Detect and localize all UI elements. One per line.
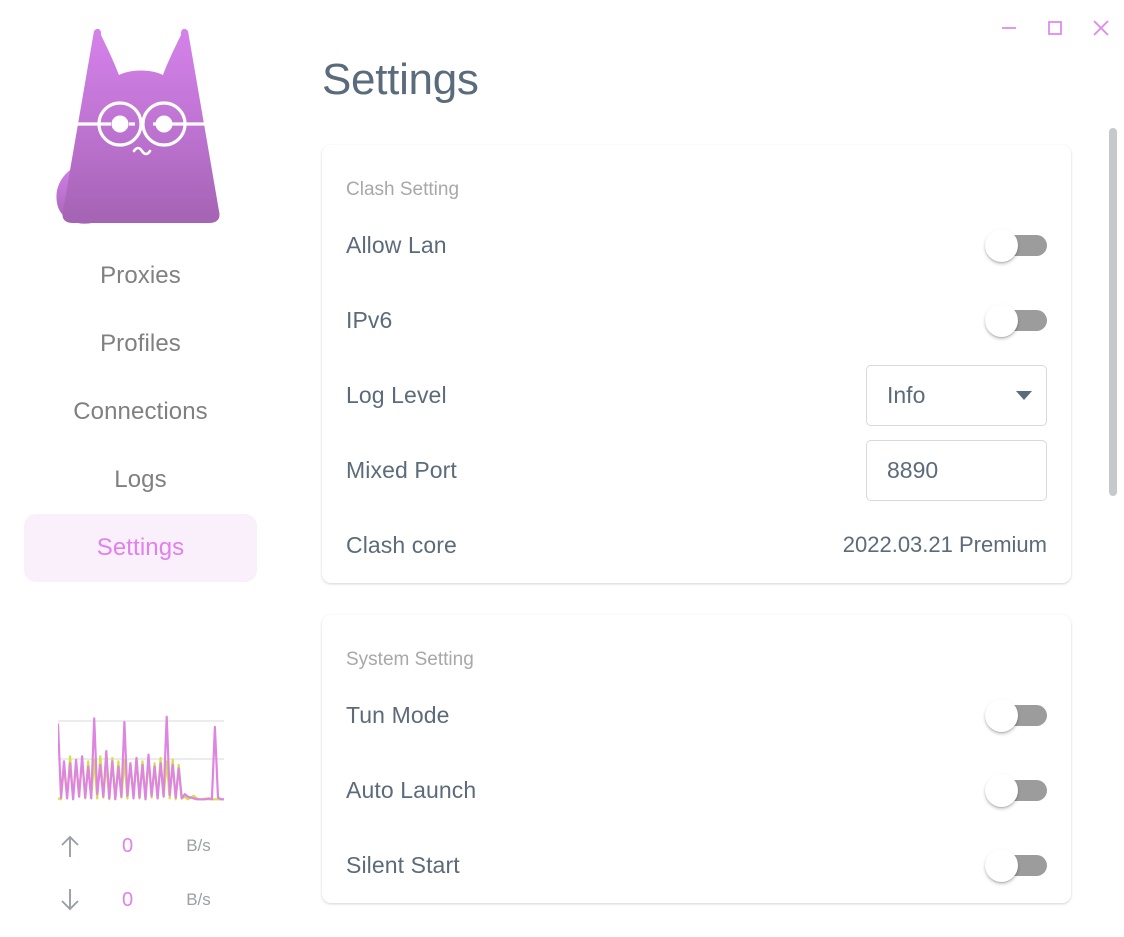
card-title: System Setting [346,648,474,670]
sidebar-item-profiles[interactable]: Profiles [24,310,257,378]
arrow-up-icon [55,833,85,859]
page-title: Settings [322,55,479,104]
traffic-panel: 0 B/s 0 B/s [0,713,281,937]
card-title: Clash Setting [346,179,460,200]
traffic-upload-row: 0 B/s [51,819,231,873]
system-setting-card: System Setting Tun Mode Auto Launch [322,614,1071,903]
app-logo [41,18,241,228]
sidebar-item-logs[interactable]: Logs [24,446,257,514]
vertical-scrollbar[interactable] [1109,120,1117,925]
clash-verge-cat-logo-icon [55,28,220,224]
sidebar-item-connections[interactable]: Connections [24,378,257,446]
setting-label: IPv6 [346,306,393,333]
sidebar-item-label: Connections [73,398,208,425]
setting-row-clash-core: Clash core 2022.03.21 Premium [346,508,1047,583]
download-speed-value: 0 [121,888,134,911]
maximize-button[interactable] [1032,5,1078,51]
setting-row-log-level: Log Level Info [346,358,1047,433]
switch-thumb [985,304,1018,338]
mixed-port-input[interactable] [866,439,1047,501]
chevron-down-icon [1016,390,1032,400]
main-content: Settings Clash Setting Allow Lan IPv6 [281,0,1124,937]
setting-row-tun-mode: Tun Mode [346,678,1047,753]
setting-label: Mixed Port [346,456,457,483]
minimize-icon [998,17,1020,39]
arrow-down-icon [55,887,85,913]
setting-row-silent-start: Silent Start [346,828,1047,903]
sidebar-item-label: Settings [96,534,185,561]
setting-row-mixed-port: Mixed Port [346,433,1047,508]
upload-speed-unit: B/s [186,836,211,855]
setting-label: Tun Mode [346,701,450,728]
setting-row-ipv6: IPv6 [346,283,1047,358]
clash-setting-card: Clash Setting Allow Lan IPv6 [322,145,1071,583]
switch-thumb [985,849,1018,883]
setting-label: Allow Lan [346,231,447,258]
sidebar-nav: Proxies Profiles Connections Logs Settin… [0,242,281,582]
switch-thumb [985,229,1018,263]
ipv6-switch[interactable] [985,301,1047,339]
scrollbar-thumb[interactable] [1109,128,1117,496]
sidebar-item-proxies[interactable]: Proxies [24,242,257,310]
setting-row-auto-launch: Auto Launch [346,753,1047,828]
setting-label: Silent Start [346,851,460,878]
sidebar-item-label: Profiles [100,330,181,357]
minimize-button[interactable] [986,5,1032,51]
download-speed-unit: B/s [186,890,211,909]
auto-launch-switch[interactable] [985,771,1047,809]
log-level-value: Info [887,381,926,408]
maximize-icon [1044,17,1066,39]
traffic-download-row: 0 B/s [51,873,231,927]
sidebar-item-settings[interactable]: Settings [24,514,257,582]
tun-mode-switch[interactable] [985,696,1047,734]
sidebar-item-label: Proxies [100,262,181,289]
upload-speed-value: 0 [121,834,134,857]
setting-label: Auto Launch [346,776,477,803]
traffic-sparkline [57,715,224,801]
setting-row-allow-lan: Allow Lan [346,208,1047,283]
window-controls [986,0,1124,56]
setting-label: Log Level [346,381,447,408]
allow-lan-switch[interactable] [985,226,1047,264]
close-icon [1089,16,1113,40]
switch-thumb [985,774,1018,808]
log-level-select[interactable]: Info [866,364,1047,426]
sidebar-item-label: Logs [114,466,167,493]
clash-core-version: 2022.03.21 Premium [842,532,1047,558]
traffic-chart [57,713,224,803]
switch-thumb [985,699,1018,733]
sidebar: Proxies Profiles Connections Logs Settin… [0,0,281,937]
close-button[interactable] [1078,5,1124,51]
silent-start-switch[interactable] [985,846,1047,884]
setting-label: Clash core [346,531,457,558]
settings-scroll-area[interactable]: Clash Setting Allow Lan IPv6 [322,145,1124,937]
